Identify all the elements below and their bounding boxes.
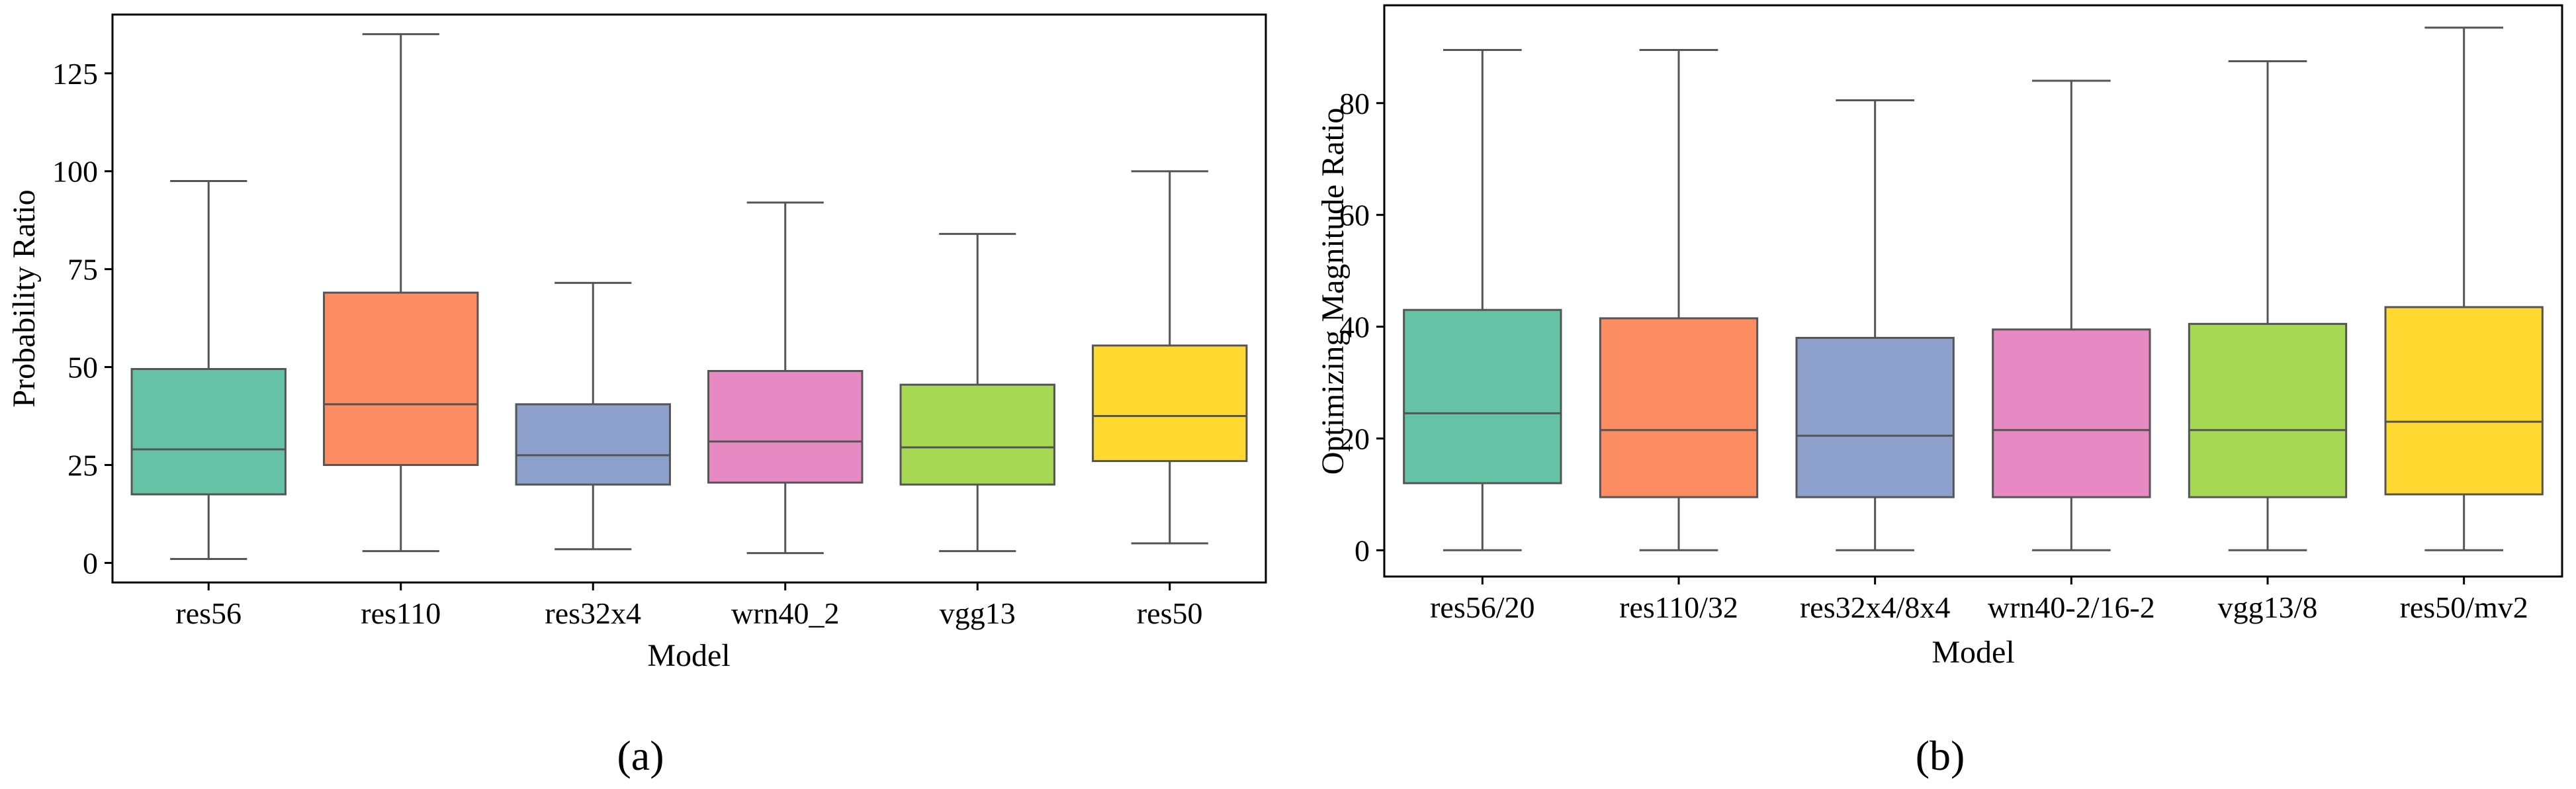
iqr-box xyxy=(1992,328,2151,498)
box-res56/20 xyxy=(1403,49,1562,551)
a-boxes xyxy=(130,33,1248,560)
y-tick-label: 80 xyxy=(1339,87,1370,120)
y-tick-label: 50 xyxy=(67,351,98,385)
box-res110 xyxy=(323,33,479,553)
box-res50 xyxy=(1092,170,1248,545)
box-vgg13/8 xyxy=(2188,60,2348,551)
y-tick-label: 25 xyxy=(67,448,98,482)
iqr-box xyxy=(899,383,1055,486)
chart-panel-a: 0 25 50 75 100 125 res56 res110 res32x4 wrn40_2 v… xyxy=(7,13,1267,779)
x-tick-label: res32x4/8x4 xyxy=(1800,590,1950,624)
b-y-axis-label: Optimizing Magnitude Ratio xyxy=(1315,108,1351,475)
y-tick-label: 125 xyxy=(52,57,98,91)
b-plot-frame xyxy=(1383,4,2563,578)
iqr-box xyxy=(1092,344,1248,463)
y-tick-label: 100 xyxy=(52,155,98,189)
iqr-box xyxy=(1795,336,1955,498)
a-x-ticks: res56 res110 res32x4 wrn40_2 vgg13 res50 xyxy=(175,582,1203,630)
y-tick-label: 0 xyxy=(1355,534,1370,567)
x-tick-label: res56 xyxy=(175,596,242,630)
box-res50/mv2 xyxy=(2384,26,2544,551)
iqr-box xyxy=(1599,317,1759,498)
box-res56 xyxy=(130,179,287,560)
a-x-axis-label: Model xyxy=(647,638,730,673)
box-wrn40_2 xyxy=(707,201,864,555)
box-res32x4 xyxy=(515,281,671,551)
x-tick-label: res50/mv2 xyxy=(2400,590,2528,624)
b-x-ticks: res56/20 res110/32 res32x4/8x4 wrn40-2/16-2… xyxy=(1430,577,2528,624)
a-panel-label: (a) xyxy=(617,732,664,779)
iqr-box xyxy=(323,291,479,466)
b-x-axis-label: Model xyxy=(1932,635,2014,670)
y-tick-label: 20 xyxy=(1339,422,1370,455)
x-tick-label: wrn40-2/16-2 xyxy=(1988,590,2155,624)
iqr-box xyxy=(2188,322,2348,498)
y-tick-label: 40 xyxy=(1339,310,1370,344)
a-y-ticks: 0 25 50 75 100 125 xyxy=(52,57,112,580)
x-tick-label: res32x4 xyxy=(545,596,641,630)
x-tick-label: vgg13 xyxy=(940,596,1016,630)
chart-panel-b: 0 20 40 60 80 res56/20 res110/32 res32x4/8x4 wr… xyxy=(1315,4,2563,779)
iqr-box xyxy=(130,368,287,496)
y-tick-label: 75 xyxy=(67,253,98,287)
b-y-ticks: 0 20 40 60 80 xyxy=(1339,87,1384,567)
y-tick-label: 0 xyxy=(83,546,98,580)
iqr-box xyxy=(1403,308,1562,485)
box-wrn40-2/16-2 xyxy=(1992,79,2151,551)
x-tick-label: res50 xyxy=(1137,596,1203,630)
x-tick-label: vgg13/8 xyxy=(2218,590,2318,624)
x-tick-label: res110 xyxy=(361,596,441,630)
b-boxes xyxy=(1403,26,2544,551)
x-tick-label: res56/20 xyxy=(1430,590,1534,624)
a-plot-frame xyxy=(111,13,1267,584)
x-tick-label: wrn40_2 xyxy=(731,596,840,630)
y-tick-label: 60 xyxy=(1339,199,1370,232)
x-tick-label: res110/32 xyxy=(1619,590,1738,624)
b-panel-label: (b) xyxy=(1916,732,1965,779)
box-res110/32 xyxy=(1599,49,1759,551)
iqr-box xyxy=(707,369,864,484)
iqr-box xyxy=(515,403,671,486)
box-res32x4/8x4 xyxy=(1795,99,1955,551)
iqr-box xyxy=(2384,306,2544,496)
a-y-axis-label: Probability Ratio xyxy=(7,189,42,407)
box-vgg13 xyxy=(899,232,1055,553)
